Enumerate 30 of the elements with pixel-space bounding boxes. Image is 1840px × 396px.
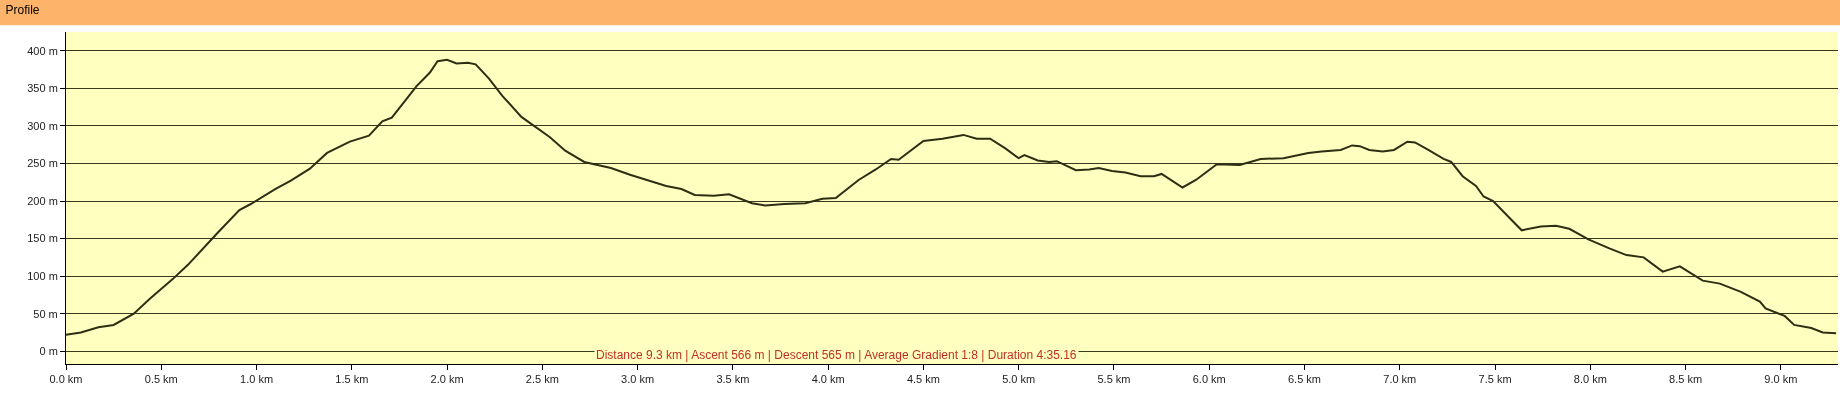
x-tick-label: 3.5 km	[716, 373, 750, 386]
x-tick-label: 4.0 km	[811, 373, 845, 386]
x-tick-label: 8.0 km	[1573, 373, 1607, 386]
x-tick-label: 2.0 km	[430, 373, 464, 386]
x-tick-label: 1.0 km	[240, 373, 274, 386]
x-tick-label: 8.5 km	[1669, 373, 1703, 386]
x-tick-label: 6.5 km	[1287, 373, 1321, 386]
x-tick-label: 9.0 km	[1764, 373, 1798, 386]
x-tick-label: 7.5 km	[1478, 373, 1512, 386]
x-tick-label: 6.0 km	[1192, 373, 1226, 386]
x-tick-label: 1.5 km	[335, 373, 369, 386]
x-tick-label: 5.5 km	[1097, 373, 1131, 386]
y-tick-label: 250 m	[27, 157, 58, 170]
y-tick-label: 50 m	[33, 307, 58, 320]
annotation: Distance 9.3 km | Ascent 566 m | Descent 565 m | Average Gradient 1:8 | Duration 4:35.16	[596, 348, 1077, 362]
y-tick-label: 400 m	[27, 44, 58, 57]
y-tick-label: 150 m	[27, 232, 58, 245]
x-tick-label: 3.0 km	[621, 373, 655, 386]
chart-title: Profile	[5, 3, 40, 18]
y-tick-label: 300 m	[27, 119, 58, 132]
y-tick-label: 100 m	[27, 269, 58, 282]
x-tick-label: 0.5 km	[144, 373, 178, 386]
x-tick-label: 4.5 km	[906, 373, 940, 386]
x-tick-label: 7.0 km	[1383, 373, 1417, 386]
y-tick-label: 0 m	[39, 345, 58, 358]
x-tick-label: 2.5 km	[525, 373, 559, 386]
y-tick-label: 200 m	[27, 194, 58, 207]
y-tick-label: 350 m	[27, 82, 58, 95]
x-tick-label: 0.0 km	[49, 373, 83, 386]
x-tick-label: 5.0 km	[1002, 373, 1036, 386]
